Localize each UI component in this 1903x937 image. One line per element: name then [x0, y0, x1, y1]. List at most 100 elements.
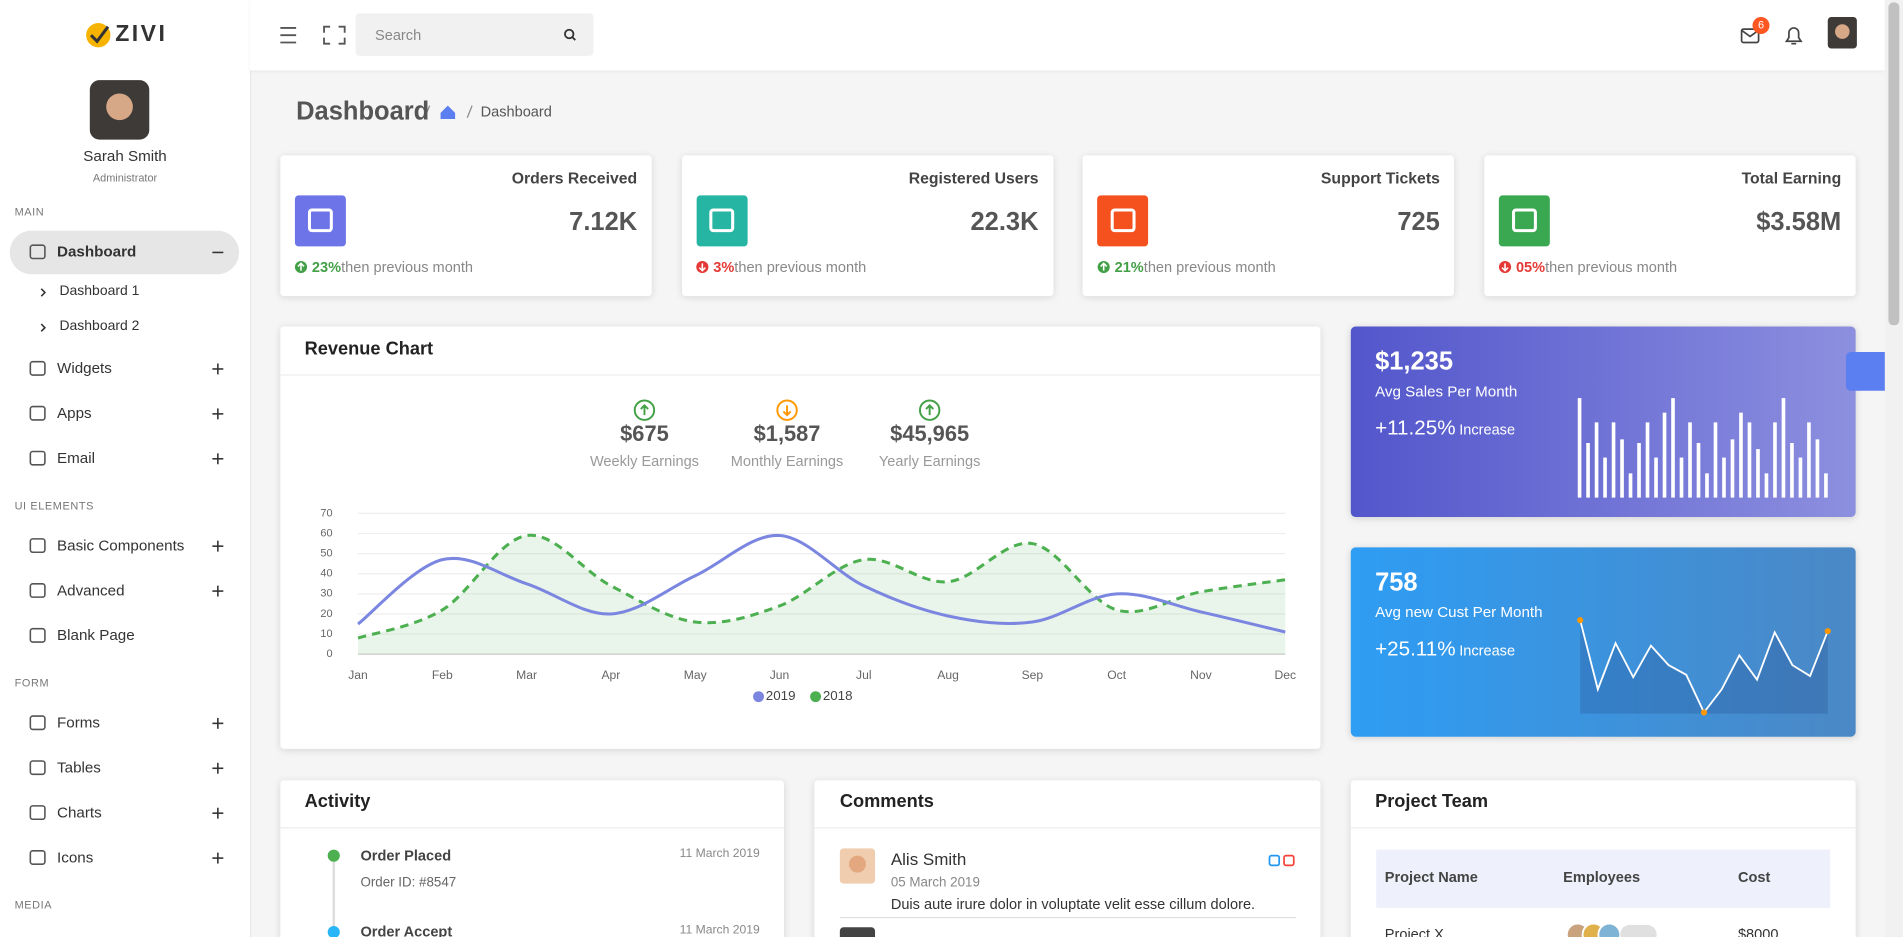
bar: [1773, 422, 1777, 498]
stat-change: 21%: [1114, 258, 1144, 276]
widget-value: $1,235: [1375, 347, 1454, 376]
activity-date: 11 March 2019: [679, 923, 760, 937]
stat-note: then previous month: [1143, 258, 1276, 276]
logo-check: [89, 25, 110, 44]
avatar-face: [1835, 24, 1850, 39]
settings-tab[interactable]: [1845, 351, 1885, 391]
series-line: [357, 533, 1286, 640]
sidebar: [0, 0, 252, 937]
stat-note: then previous month: [1545, 258, 1678, 276]
x-tick-label: May: [684, 668, 708, 682]
fullscreen-icon: [323, 25, 346, 45]
bar: [1594, 422, 1599, 498]
earning-value: $675: [620, 421, 669, 446]
comment-avatar: [839, 927, 876, 937]
sparkline-area: [1580, 620, 1828, 714]
x-tick-label: Sep: [1022, 668, 1044, 682]
trend-arrow: [1100, 262, 1108, 271]
bar: [1798, 457, 1803, 498]
x-tick-label: Feb: [432, 668, 453, 682]
nav-item[interactable]: Basic Components: [57, 537, 185, 555]
nav-icon: [29, 360, 46, 376]
breadcrumb-separator: [424, 105, 431, 118]
nav-item[interactable]: Email: [57, 449, 95, 467]
bar: [1790, 443, 1794, 498]
nav-subitem[interactable]: Dashboard 1: [59, 284, 140, 299]
x-tick-label: Oct: [1107, 668, 1126, 682]
chart-title: Revenue Chart: [304, 338, 434, 360]
stat-footer: 21% then previous month: [1115, 259, 1276, 276]
widget-change-value: +25.11%: [1375, 637, 1456, 661]
earning-label: Weekly Earnings: [589, 452, 699, 470]
x-tick-label: Jan: [348, 668, 368, 682]
bar: [1747, 422, 1752, 498]
breadcrumb-item: Dashboard: [480, 102, 552, 120]
stat-glyph: [709, 208, 735, 233]
project-cost: $8000: [1737, 925, 1779, 937]
legend-label: 2019: [766, 688, 796, 703]
table-header: [1376, 849, 1831, 908]
avatar-face: [106, 93, 133, 121]
employee-more: [1620, 924, 1657, 937]
x-tick-label: Jul: [856, 668, 871, 682]
bar: [1807, 422, 1811, 498]
section-label: UI ELEMENTS: [14, 499, 95, 512]
comment-text: Duis aute irure dolor in voluptate velit…: [890, 895, 1256, 913]
bar: [1662, 412, 1667, 498]
bar: [1688, 422, 1692, 498]
card-title: Comments: [839, 791, 934, 812]
nav-icon: [29, 405, 46, 421]
bar: [1824, 473, 1828, 498]
nav-item[interactable]: Blank Page: [57, 626, 135, 644]
nav-icon: [29, 583, 46, 598]
mail-icon: [1740, 28, 1760, 44]
section-label: MEDIA: [14, 898, 53, 912]
employee-avatar: [1597, 922, 1622, 937]
earning-arrow: [925, 404, 934, 416]
page-title: Dashboard: [296, 97, 430, 126]
trend-arrow: [297, 262, 305, 271]
widget-change: +25.11% Increase: [1375, 637, 1515, 661]
activity-card: [280, 780, 785, 937]
nav-item[interactable]: Dashboard: [57, 243, 137, 261]
brand-name: ZIVI: [115, 21, 168, 47]
bar: [1781, 398, 1786, 498]
stat-glyph: [307, 208, 333, 233]
nav-item[interactable]: Apps: [57, 404, 92, 422]
nav-icon: [29, 850, 46, 865]
stat-footer: 05% then previous month: [1516, 259, 1677, 276]
nav-icon: [29, 805, 46, 821]
y-tick-label: 30: [320, 588, 332, 600]
nav-item[interactable]: Widgets: [57, 359, 112, 377]
stat-icon: [294, 195, 346, 247]
stat-title: Registered Users: [908, 168, 1039, 188]
earning-arrow: [640, 404, 649, 416]
bar: [1577, 398, 1582, 498]
search-placeholder[interactable]: Search: [375, 26, 422, 44]
like-icon: [1268, 854, 1281, 867]
nav-subitem[interactable]: Dashboard 2: [59, 319, 140, 334]
nav-item[interactable]: Advanced: [57, 581, 125, 599]
nav-item[interactable]: Icons: [57, 848, 94, 866]
y-tick-label: 0: [326, 648, 332, 660]
revenue-card: [280, 326, 1321, 749]
bar: [1645, 422, 1650, 498]
section-label: MAIN: [14, 205, 45, 218]
nav-active-bg: [9, 230, 240, 275]
nav-item[interactable]: Forms: [57, 714, 101, 732]
earning-value: $1,587: [753, 421, 821, 446]
stat-icon: [1498, 195, 1550, 247]
search-box[interactable]: [355, 13, 594, 56]
timeline-dot: [327, 849, 340, 862]
nav-item[interactable]: Tables: [57, 759, 101, 777]
nav-icon: [29, 627, 46, 643]
mail-badge-count: 6: [1757, 18, 1765, 32]
x-tick-label: Apr: [601, 668, 620, 682]
nav-item[interactable]: Charts: [57, 804, 102, 822]
stat-change: 05%: [1515, 258, 1546, 276]
bar: [1603, 457, 1607, 498]
nav-icon: [29, 538, 46, 554]
